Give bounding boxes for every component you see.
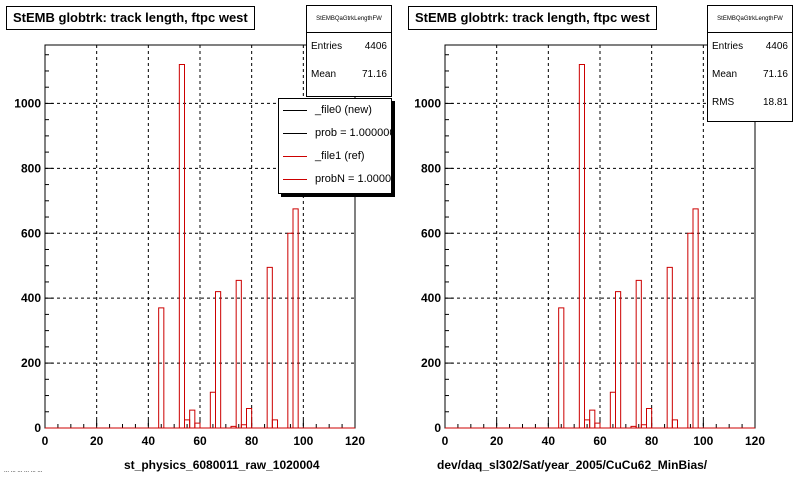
right-y-tick-label: 200 <box>421 356 441 370</box>
right-stats-label: RMS <box>712 97 735 108</box>
legend-entry: _file1 (ref) <box>279 145 391 168</box>
right-stats-value: 4406 <box>765 41 788 52</box>
left-x-tick-label: 20 <box>90 434 104 448</box>
right-y-tick-label: 800 <box>421 161 441 175</box>
right-stats-value: 71.16 <box>762 69 788 80</box>
right-hist-bin <box>589 409 596 428</box>
right-hist-bin <box>558 307 565 428</box>
left-hist-bin <box>292 208 299 428</box>
right-stats-row-rms: RMS 18.81 <box>708 89 792 117</box>
left-stats-box: StEMBQaGtrkLengthFW Entries 4406 Mean 71… <box>306 5 392 97</box>
right-pad: 0 20 40 60 80 100 120 0 200 400 600 800 1000 StEMB g… <box>400 0 800 480</box>
legend-line-red <box>283 156 307 157</box>
footer-text: ... ... ... ... ... ... <box>4 468 43 474</box>
left-stats-label: Entries <box>311 41 343 52</box>
right-x-tick-label: 40 <box>542 434 556 448</box>
right-x-caption: dev/daq_sl302/Sat/year_2005/CuCu62_MinBi… <box>437 458 708 472</box>
left-stats-value: 71.16 <box>361 69 387 80</box>
left-x-tick-label: 0 <box>42 434 49 448</box>
left-pad: 0 20 40 60 80 100 120 0 200 400 600 800 1000 StEMB g… <box>6 5 392 472</box>
left-hist-bin <box>178 63 185 428</box>
legend-line-black <box>283 110 307 111</box>
left-y-tick-label: 600 <box>21 226 41 240</box>
legend-entry: prob = 1.000000 <box>279 122 391 145</box>
left-y-tick-label: 1000 <box>14 96 41 110</box>
right-y-tick-label: 600 <box>421 226 441 240</box>
left-x-tick-label: 120 <box>345 434 365 448</box>
legend-entry: probN = 1.000000 <box>279 168 391 191</box>
right-stats-value: 18.81 <box>762 97 788 108</box>
legend-label: probN = 1.000000 <box>315 173 392 185</box>
left-hist-bin <box>271 419 278 428</box>
left-y-tick-label: 200 <box>21 356 41 370</box>
left-hist-bin <box>235 279 242 428</box>
right-stats-name: StEMBQaGtrkLengthFW <box>708 6 792 33</box>
right-stats-row-mean: Mean 71.16 <box>708 61 792 89</box>
right-plot-title: StEMB globtrk: track length, ftpc west <box>408 6 657 30</box>
left-hist-bin <box>189 409 196 428</box>
left-y-tick-label: 400 <box>21 291 41 305</box>
legend-line-black <box>283 133 307 134</box>
legend-label: _file0 (new) <box>315 104 372 116</box>
legend-line-red <box>283 179 307 180</box>
right-x-tick-label: 60 <box>593 434 607 448</box>
right-stats-row-entries: Entries 4406 <box>708 33 792 61</box>
left-x-tick-label: 100 <box>293 434 313 448</box>
right-x-tick-label: 100 <box>693 434 713 448</box>
right-hist-bin <box>646 408 653 428</box>
left-x-caption: st_physics_6080011_raw_1020004 <box>124 458 320 472</box>
left-stats-name: StEMBQaGtrkLengthFW <box>307 6 391 33</box>
left-legend: _file0 (new) prob = 1.000000 _file1 (ref… <box>278 98 392 194</box>
legend-label: _file1 (ref) <box>315 150 365 162</box>
right-y-tick-label: 0 <box>434 421 441 435</box>
right-x-tick-label: 20 <box>490 434 504 448</box>
left-hist-bin <box>246 408 253 428</box>
left-x-tick-label: 80 <box>245 434 259 448</box>
left-stats-value: 4406 <box>364 41 387 52</box>
right-y-tick-label: 400 <box>421 291 441 305</box>
legend-entry: _file0 (new) <box>279 99 391 122</box>
left-y-tick-label: 0 <box>34 421 41 435</box>
right-stats-label: Mean <box>712 69 738 80</box>
left-hist-bin <box>194 422 201 428</box>
right-histogram-plot: 0 20 40 60 80 100 120 0 200 400 600 800 1000 <box>414 44 765 448</box>
right-hist-bin <box>666 266 673 428</box>
left-hist-bin <box>215 291 222 428</box>
left-hist-bin <box>158 307 165 428</box>
left-plot-title: StEMB globtrk: track length, ftpc west <box>6 6 255 30</box>
left-x-tick-label: 40 <box>142 434 156 448</box>
left-stats-row-mean: Mean 71.16 <box>307 61 391 89</box>
right-hist-bin <box>615 291 622 428</box>
left-stats-row-entries: Entries 4406 <box>307 33 391 61</box>
right-y-tick-label: 1000 <box>414 96 441 110</box>
right-hist-bin <box>635 279 642 428</box>
right-hist-bin <box>671 419 678 428</box>
left-x-tick-label: 60 <box>193 434 207 448</box>
left-hist-bin <box>266 266 273 428</box>
right-x-tick-label: 120 <box>745 434 765 448</box>
right-hist-bin <box>692 208 699 428</box>
left-y-tick-label: 800 <box>21 161 41 175</box>
right-hist-bin <box>578 63 585 428</box>
right-hist-bin <box>594 422 601 428</box>
right-x-tick-label: 0 <box>442 434 449 448</box>
legend-label: prob = 1.000000 <box>315 127 392 139</box>
right-stats-label: Entries <box>712 41 744 52</box>
right-stats-box: StEMBQaGtrkLengthFW Entries 4406 Mean 71… <box>707 5 793 122</box>
left-stats-label: Mean <box>311 69 337 80</box>
right-x-tick-label: 80 <box>645 434 659 448</box>
